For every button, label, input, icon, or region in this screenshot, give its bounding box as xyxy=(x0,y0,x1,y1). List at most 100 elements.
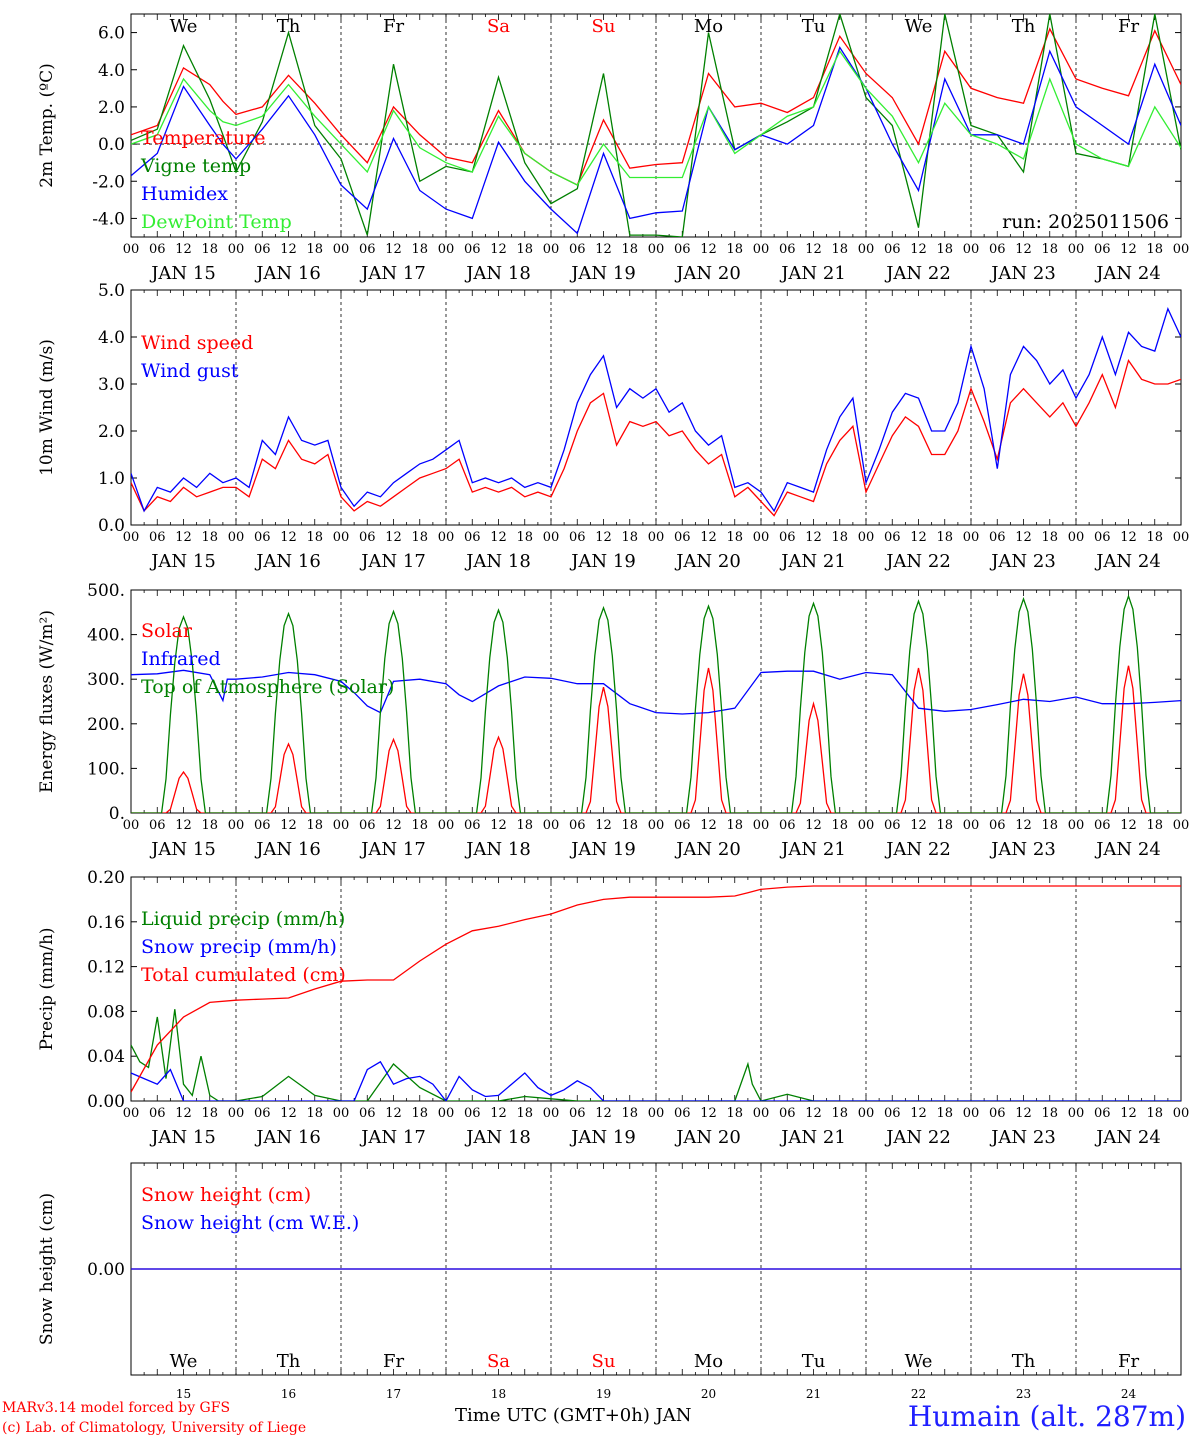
series-line-snow-precip-mm-h xyxy=(131,1060,1181,1101)
hour-tick-label: 12 xyxy=(280,530,297,545)
y-tick-label: 0.0 xyxy=(98,135,125,155)
series-line-wind-gust xyxy=(131,306,1181,513)
weekday-label: We xyxy=(170,1351,198,1372)
hour-tick-label: 06 xyxy=(359,530,376,545)
y-tick-label: 3.0 xyxy=(98,375,125,395)
series-line-dewpoint-temp xyxy=(131,49,1181,186)
hour-tick-label: 12 xyxy=(700,1106,717,1121)
hour-tick-label: 18 xyxy=(201,242,218,257)
y-axis-label: 2m Temp. (ºC) xyxy=(37,63,57,188)
hour-tick-label: 06 xyxy=(884,530,901,545)
hour-tick-label: 00 xyxy=(438,1106,455,1121)
day-label: JAN 23 xyxy=(989,1127,1056,1148)
hour-tick-label: 06 xyxy=(149,242,166,257)
legend-entry: Snow height (cm) xyxy=(141,1184,311,1206)
hour-tick-label: 06 xyxy=(884,242,901,257)
y-tick-label: 0.0 xyxy=(98,516,125,536)
hour-tick-label: 12 xyxy=(280,242,297,257)
hour-tick-label: 06 xyxy=(1094,530,1111,545)
hour-tick-label: 06 xyxy=(1094,818,1111,833)
hour-tick-label: 00 xyxy=(228,1106,245,1121)
hour-tick-label: 00 xyxy=(1173,530,1190,545)
legend-entry: Solar xyxy=(141,620,193,642)
hour-tick-label: 00 xyxy=(543,818,560,833)
hour-tick-label: 18 xyxy=(831,1106,848,1121)
hour-tick-label: 18 xyxy=(516,242,533,257)
hour-tick-label: 06 xyxy=(674,1106,691,1121)
hour-tick-label: 06 xyxy=(569,530,586,545)
legend-entry: Vigne temp xyxy=(140,155,251,177)
hour-tick-label: 00 xyxy=(648,530,665,545)
day-label: JAN 18 xyxy=(464,263,531,284)
hour-tick-label: 12 xyxy=(1120,242,1137,257)
hour-tick-label: 00 xyxy=(123,242,140,257)
day-label: JAN 23 xyxy=(989,839,1056,860)
hour-tick-label: 12 xyxy=(595,242,612,257)
hour-tick-label: 06 xyxy=(464,818,481,833)
hour-tick-label: 12 xyxy=(175,1106,192,1121)
day-label: JAN 16 xyxy=(254,263,321,284)
legend-entry: Snow precip (mm/h) xyxy=(141,936,337,958)
hour-tick-label: 00 xyxy=(438,530,455,545)
y-tick-label: 200. xyxy=(87,715,125,735)
y-tick-label: 0.12 xyxy=(87,958,125,978)
day-label: JAN 22 xyxy=(884,263,951,284)
hour-tick-label: 00 xyxy=(648,818,665,833)
series-line-vigne-temp xyxy=(131,14,1181,237)
y-tick-label: 2.0 xyxy=(98,98,125,118)
weekday-label: We xyxy=(905,16,933,37)
hour-tick-label: 06 xyxy=(464,1106,481,1121)
hour-tick-label: 06 xyxy=(359,1106,376,1121)
hour-tick-label: 06 xyxy=(149,1106,166,1121)
hour-tick-label: 18 xyxy=(306,818,323,833)
day-label: JAN 22 xyxy=(884,551,951,572)
hour-tick-label: 06 xyxy=(779,242,796,257)
day-label: JAN 18 xyxy=(464,1127,531,1148)
hour-tick-label: 00 xyxy=(438,818,455,833)
weekday-label: Th xyxy=(277,1351,301,1372)
hour-tick-label: 00 xyxy=(438,242,455,257)
hour-tick-label: 18 xyxy=(936,818,953,833)
day-label: JAN 20 xyxy=(674,839,741,860)
hour-tick-label: 12 xyxy=(805,530,822,545)
day-label: JAN 21 xyxy=(779,551,846,572)
hour-tick-label: 12 xyxy=(700,242,717,257)
y-tick-label: 300. xyxy=(87,670,125,690)
time-axis-title: Time UTC (GMT+0h) JAN xyxy=(455,1405,692,1426)
day-label: JAN 23 xyxy=(989,263,1056,284)
hour-tick-label: 12 xyxy=(490,242,507,257)
day-label: JAN 22 xyxy=(884,1127,951,1148)
hour-tick-label: 06 xyxy=(1094,1106,1111,1121)
hour-tick-label: 12 xyxy=(385,242,402,257)
hour-tick-label: 18 xyxy=(726,818,743,833)
panel-wind: 0.0 1.0 2.0 3.0 4.0 5.0 10m Wind (m/s) 00 06 12 18… xyxy=(37,281,1189,572)
hour-tick-label: 06 xyxy=(779,818,796,833)
hour-tick-label: 00 xyxy=(333,818,350,833)
day-label: JAN 15 xyxy=(149,1127,216,1148)
hour-tick-label: 00 xyxy=(963,1106,980,1121)
hour-tick-label: 18 xyxy=(306,242,323,257)
hour-tick-label: 12 xyxy=(595,530,612,545)
hour-tick-label: 12 xyxy=(490,530,507,545)
hour-tick-label: 18 xyxy=(1041,242,1058,257)
weekday-label: We xyxy=(905,1351,933,1372)
hour-tick-label: 00 xyxy=(858,242,875,257)
weekday-label: Su xyxy=(592,1351,616,1372)
series-line-total-cumulated-cm xyxy=(131,885,1181,1093)
hour-tick-label: 00 xyxy=(333,242,350,257)
hour-tick-label: 12 xyxy=(910,818,927,833)
hour-tick-label: 18 xyxy=(1041,1106,1058,1121)
hour-tick-label: 06 xyxy=(149,818,166,833)
hour-tick-label: 00 xyxy=(1068,242,1085,257)
hour-tick-label: 00 xyxy=(1173,818,1190,833)
y-tick-label: 400. xyxy=(87,626,125,646)
hour-tick-label: 18 xyxy=(831,818,848,833)
panel-temp: -4.0 -2.0 0.0 2.0 4.0 6.0 2m Temp. (ºC) We Th Fr S… xyxy=(37,13,1190,284)
hour-tick-label: 00 xyxy=(1173,242,1190,257)
hour-tick-label: 12 xyxy=(490,818,507,833)
day-label: JAN 15 xyxy=(149,839,216,860)
hour-tick-label: 06 xyxy=(464,530,481,545)
hour-tick-label: 12 xyxy=(1120,1106,1137,1121)
day-label: JAN 19 xyxy=(569,839,636,860)
hour-tick-label: 00 xyxy=(753,242,770,257)
